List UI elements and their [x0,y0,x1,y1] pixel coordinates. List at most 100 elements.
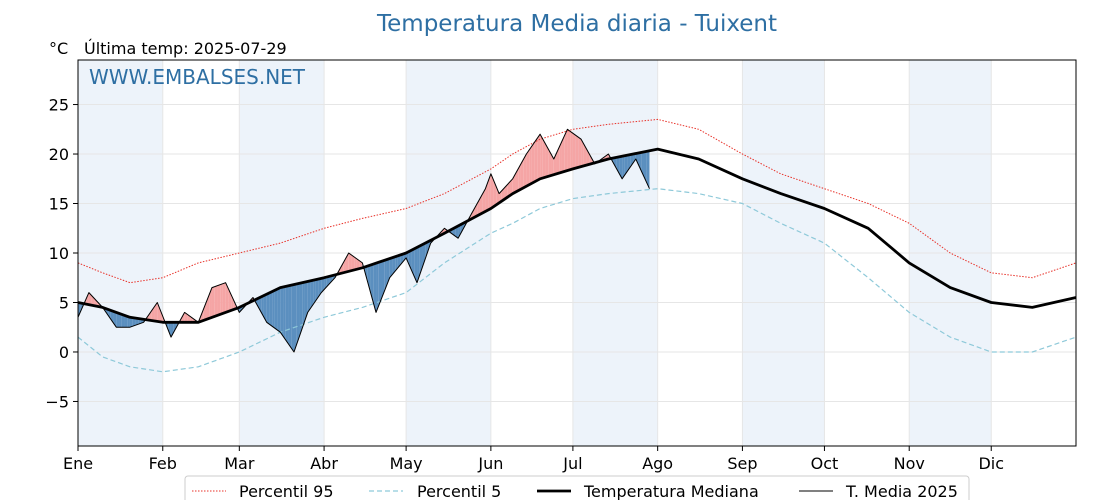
anomaly-below-fill [425,241,428,259]
anomaly-above-fill [570,131,573,170]
anomaly-below-fill [132,317,136,327]
anomaly-below-fill [414,247,418,283]
y-tick-label: 25 [49,96,69,115]
x-tick-label: Nov [894,454,925,473]
anomaly-above-fill [578,137,582,168]
anomaly-below-fill [406,251,409,265]
anomaly-below-fill [367,265,371,293]
anomaly-above-fill [496,187,500,205]
x-axis-ticks: Ene Feb Mar Abr May Jun Jul Ago Sep Oct Nov Dic [63,446,1004,473]
anomaly-below-fill [633,153,636,163]
series-line-t-media-2025 [77,128,650,353]
anomaly-below-fill [283,286,286,341]
anomaly-above-fill [507,181,511,198]
x-tick-label: Jun [477,454,503,473]
anomaly-above-fill [534,138,538,182]
y-tick-label: 15 [49,195,69,214]
anomaly-above-fill [154,302,158,322]
anomaly-above-fill [510,178,513,196]
anomaly-above-fill [564,129,568,172]
anomaly-below-fill [108,309,111,320]
anomaly-above-fill [531,142,535,184]
anomaly-below-fill [646,150,650,189]
anomaly-below-fill [370,264,374,303]
anomaly-above-fill [86,292,89,305]
anomaly-above-fill [354,256,357,270]
anomaly-above-fill [556,147,560,174]
anomaly-below-fill [78,302,81,318]
anomaly-above-fill [561,135,565,173]
anomaly-below-fill [274,288,278,331]
anomaly-below-fill [127,316,130,328]
anomaly-below-fill [417,245,420,283]
anomaly-above-fill [488,173,491,210]
anomaly-below-fill [329,275,333,284]
anomaly-below-fill [411,248,415,277]
anomaly-below-fill [619,156,623,179]
anomaly-above-fill [542,139,546,178]
anomaly-above-fill [583,144,587,166]
anomaly-below-fill [168,322,171,338]
anomaly-above-fill [518,163,521,191]
y-tick-label: 5 [59,293,69,312]
anomaly-above-fill [160,309,163,323]
anomaly-below-fill [389,257,393,278]
anomaly-above-fill [501,187,505,202]
anomaly-below-fill [307,280,311,313]
anomaly-below-fill [304,281,308,321]
anomaly-above-fill [526,150,530,187]
anomaly-below-fill [288,285,292,349]
x-tick-label: Mar [224,454,255,473]
anomaly-below-fill [313,279,316,305]
anomaly-below-fill [116,312,120,328]
anomaly-below-fill [458,224,461,239]
anomaly-above-fill [348,253,352,272]
anomaly-above-fill [551,154,554,176]
x-tick-label: Ago [642,454,673,473]
anomaly-above-fill [203,301,207,321]
legend-median-label: Temperatura Mediana [583,482,759,500]
anomaly-below-fill [455,225,459,239]
anomaly-above-fill [504,184,508,200]
series-line-percentil-95 [77,118,1077,284]
legend-current-label: T. Media 2025 [845,482,958,500]
x-tick-label: Dic [978,454,1004,473]
anomaly-below-fill [280,287,284,337]
anomaly-above-fill [356,258,360,270]
anomaly-above-fill [211,286,215,318]
anomaly-below-fill [624,155,628,175]
anomaly-above-fill [520,158,524,190]
anomaly-above-fill [540,134,543,179]
anomaly-above-fill [474,203,478,218]
anomaly-above-fill [88,292,92,306]
anomaly-above-fill [157,302,161,322]
anomaly-below-fill [272,290,275,329]
anomaly-above-fill [537,134,541,181]
anomaly-below-fill [376,262,379,313]
anomaly-below-fill [291,284,295,352]
anomaly-above-fill [351,254,355,271]
anomaly-below-fill [310,280,314,309]
anomaly-below-fill [392,256,396,275]
x-tick-label: Abr [310,454,338,473]
legend-box [184,475,970,500]
anomaly-below-fill [277,287,281,333]
anomaly-below-fill [135,318,139,326]
legend-p5-label: Percentil 5 [417,482,501,500]
anomaly-below-fill [296,283,300,345]
anomaly-above-fill [220,283,223,315]
x-tick-label: Jul [562,454,582,473]
anomaly-above-fill [482,188,486,213]
y-tick-label: 20 [49,145,69,164]
anomaly-above-fill [581,139,584,167]
legend: Percentil 95 Percentil 5 Temperatura Med… [184,475,970,500]
anomaly-below-fill [641,151,644,177]
anomaly-above-fill [523,154,527,188]
anomaly-above-fill [493,180,497,207]
anomaly-above-fill [184,312,188,323]
anomaly-above-fill [548,149,552,177]
anomaly-below-fill [173,322,177,333]
x-tick-label: Sep [727,454,757,473]
anomaly-below-fill [324,277,327,290]
